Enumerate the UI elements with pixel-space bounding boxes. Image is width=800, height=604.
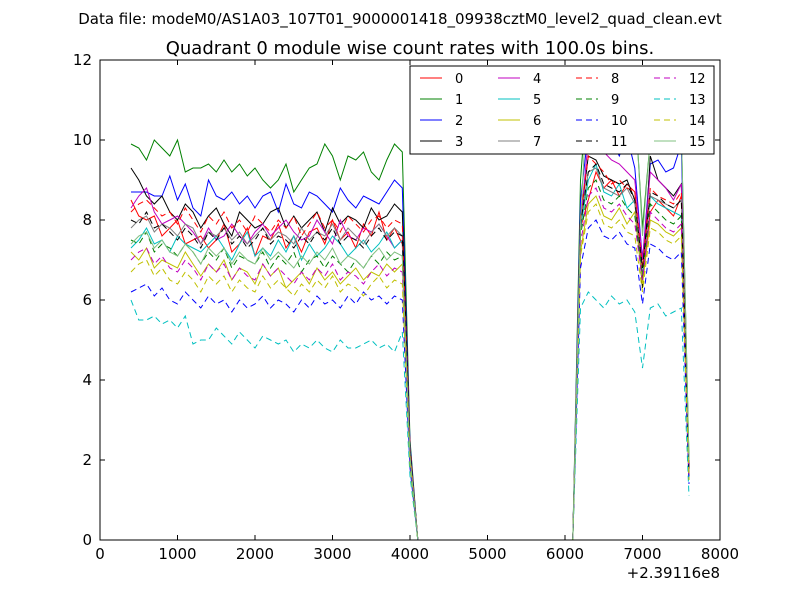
y-tick-label: 10 (73, 131, 92, 149)
x-tick-label: 5000 (468, 545, 506, 563)
x-offset-label: +2.39116e8 (627, 564, 720, 582)
legend-label-3: 3 (455, 135, 463, 150)
x-tick-label: 4000 (391, 545, 429, 563)
legend-label-14: 14 (689, 114, 706, 129)
legend-label-13: 13 (689, 93, 706, 108)
legend-label-7: 7 (533, 135, 541, 150)
y-tick-label: 8 (82, 211, 92, 229)
series-line-6 (130, 195, 690, 541)
chart-title: Quadrant 0 module wise count rates with … (166, 38, 655, 59)
series-line-10 (130, 219, 690, 541)
y-tick-label: 0 (82, 531, 92, 549)
series-line-3 (130, 155, 690, 541)
legend-label-9: 9 (611, 93, 619, 108)
x-tick-label: 2000 (236, 545, 274, 563)
series-line-7 (130, 167, 690, 541)
x-tick-label: 7000 (623, 545, 661, 563)
y-tick-label: 12 (73, 51, 92, 69)
y-tick-label: 6 (82, 291, 92, 309)
legend-label-2: 2 (455, 114, 463, 129)
legend-label-12: 12 (689, 72, 706, 87)
series-line-0 (130, 170, 690, 541)
legend-box (409, 65, 715, 155)
x-tick-label: 6000 (546, 545, 584, 563)
series-line-5 (130, 162, 690, 541)
legend-label-15: 15 (689, 135, 706, 150)
legend-label-11: 11 (611, 135, 628, 150)
series-line-9 (130, 179, 690, 541)
series-line-13 (130, 291, 690, 541)
series-line-12 (130, 187, 690, 541)
legend-label-8: 8 (611, 72, 619, 87)
series-line-14 (130, 203, 690, 541)
y-tick-label: 2 (82, 451, 92, 469)
series-line-11 (130, 163, 690, 541)
series-line-8 (130, 154, 690, 541)
x-tick-label: 0 (95, 545, 105, 563)
axes: 0 1000 2000 3000 4000 5000 6000 7000 80000246810… (73, 51, 739, 563)
legend-label-5: 5 (533, 93, 541, 108)
x-tick-label: 8000 (701, 545, 739, 563)
legend-label-4: 4 (533, 72, 541, 87)
legend-label-0: 0 (455, 72, 463, 87)
data-file-header: Data file: modeM0/AS1A03_107T01_90000014… (78, 10, 722, 29)
x-tick-label: 3000 (313, 545, 351, 563)
y-tick-label: 4 (82, 371, 92, 389)
legend-label-6: 6 (533, 114, 541, 129)
series-layer (130, 71, 690, 541)
legend-label-10: 10 (611, 114, 628, 129)
legend-label-1: 1 (455, 93, 463, 108)
x-tick-label: 1000 (158, 545, 196, 563)
series-line-2 (131, 118, 690, 541)
